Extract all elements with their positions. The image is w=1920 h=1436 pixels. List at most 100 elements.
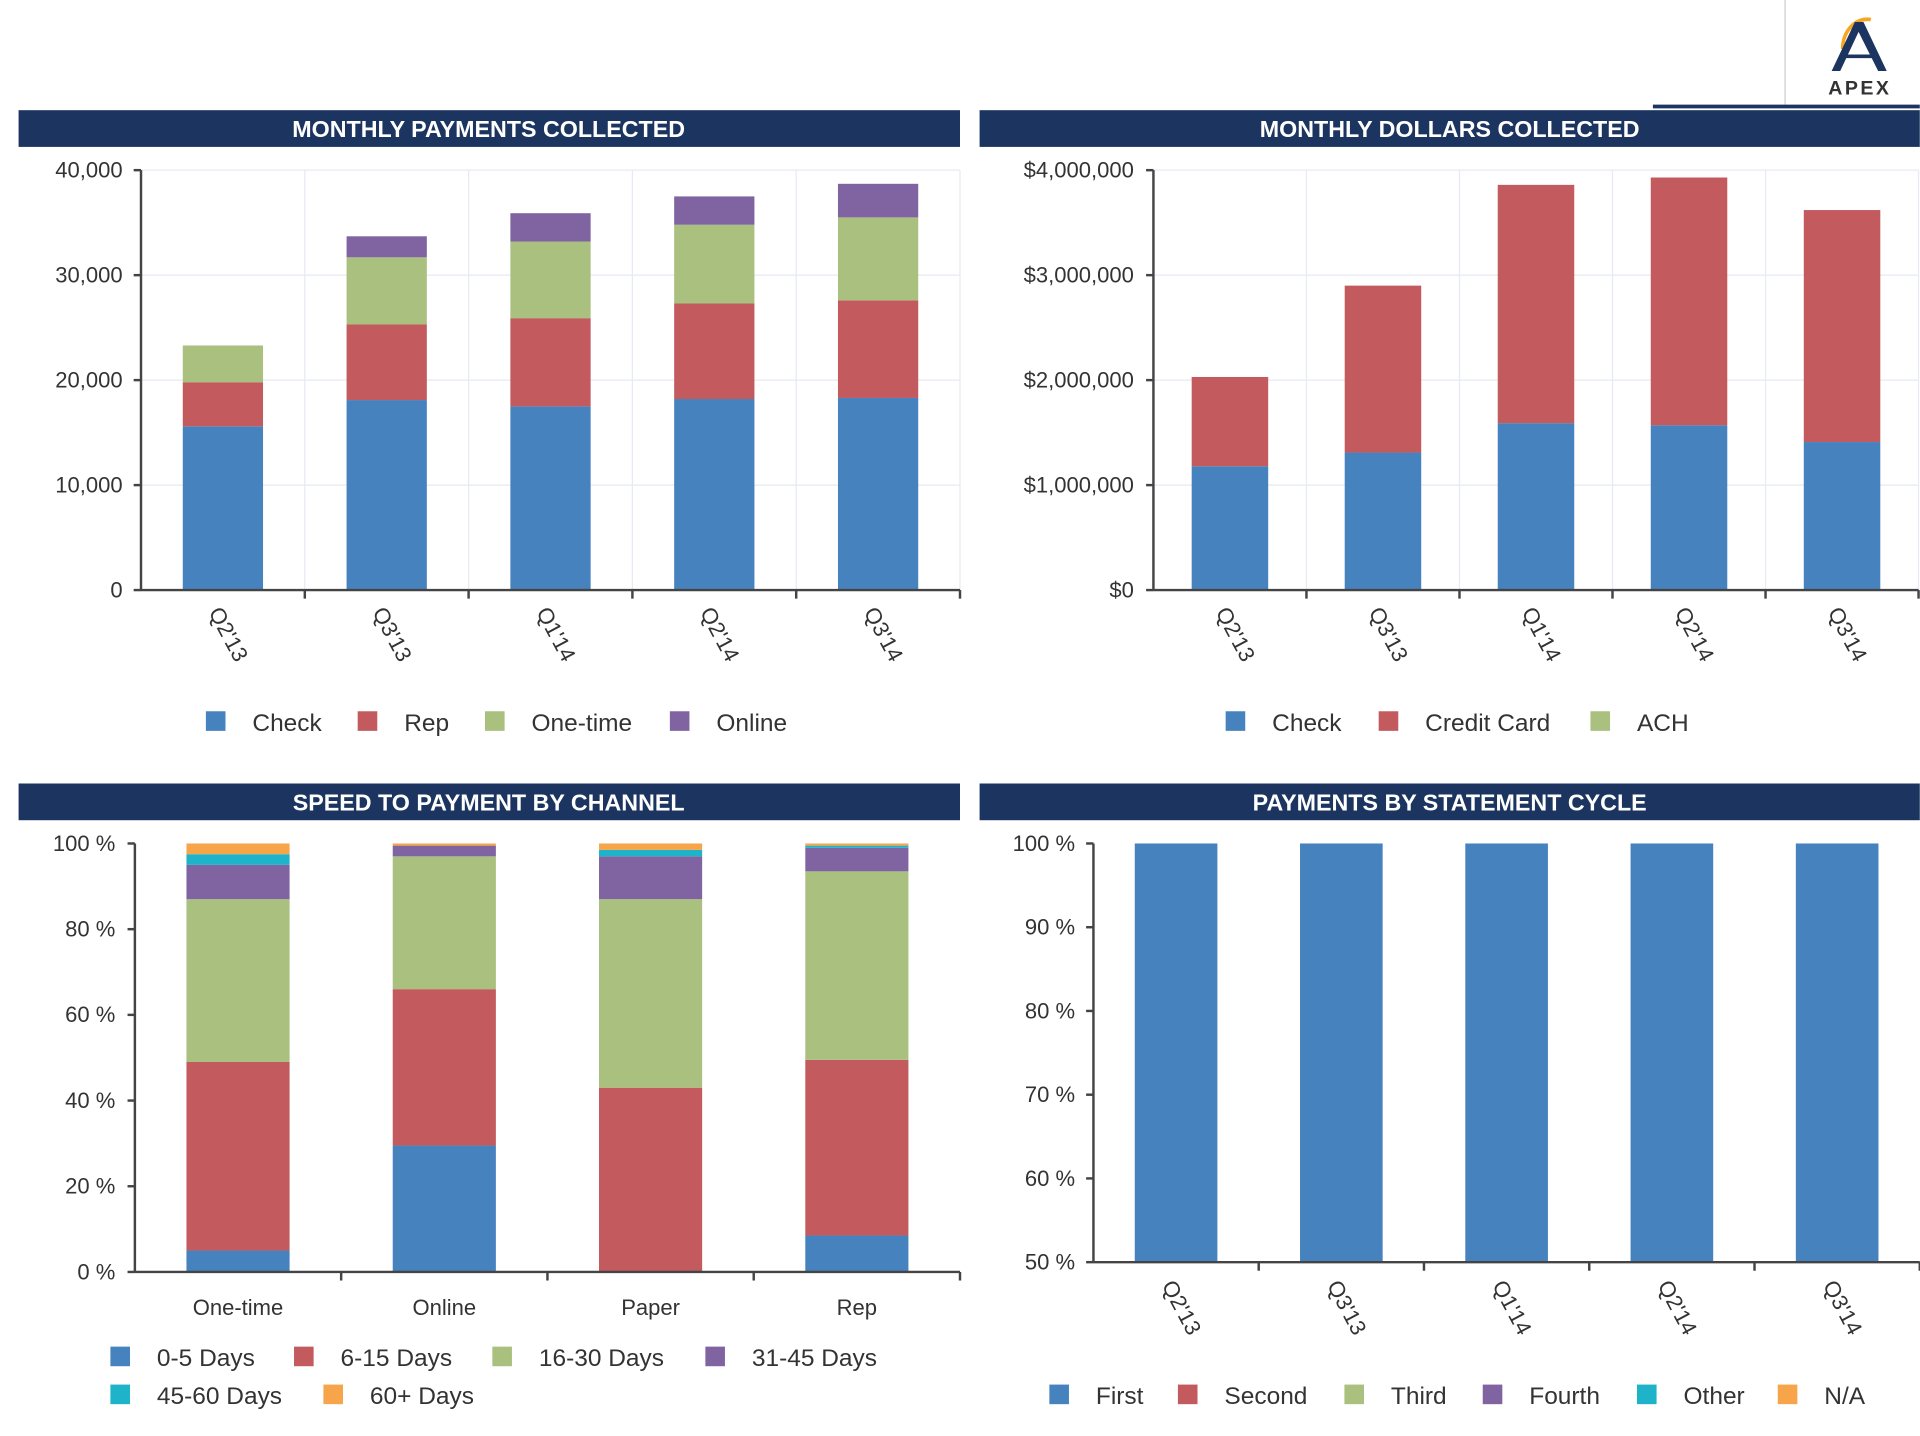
bar-segment-0-5-days: [186, 1250, 290, 1272]
bar-segment-check: [1650, 425, 1728, 591]
logo-text: APEX: [1828, 77, 1891, 99]
legend-item: First: [1049, 1383, 1144, 1410]
header-bar: [18, 783, 960, 821]
bar-segment-check: [1497, 423, 1575, 591]
legend-item: 31-45 Days: [705, 1345, 877, 1372]
bar-segment-6-15-days: [392, 989, 496, 1146]
bar-segment-one-time: [182, 345, 264, 383]
bar-segment-16-30-days: [186, 899, 290, 1063]
bar-segment-0-5-days: [392, 1145, 496, 1272]
legend-swatch: [492, 1346, 512, 1367]
bar-segment-online: [837, 183, 919, 218]
y-tick-label: $1,000,000: [1024, 472, 1134, 497]
legend-item: ACH: [1590, 710, 1689, 737]
legend-swatch: [485, 711, 505, 731]
bar-segment-rep: [674, 303, 755, 400]
x-tick-label: Rep: [837, 1295, 877, 1320]
legend-label: Fourth: [1529, 1383, 1600, 1410]
y-tick-label: 0 %: [77, 1259, 115, 1284]
legend-swatch: [1344, 1384, 1364, 1405]
y-tick-label: 30,000: [55, 262, 122, 287]
legend-label: Check: [252, 710, 322, 737]
x-tick-label: Q1'14: [1488, 1276, 1537, 1339]
bar-segment-check: [837, 397, 919, 591]
bar-segment-45-60-days: [186, 854, 290, 865]
bar-segment-one-time: [346, 257, 427, 325]
panel-dollars: MONTHLY DOLLARS COLLECTED $0 $1,000,000 $2…: [979, 110, 1920, 737]
bar-segment-16-30-days: [599, 899, 703, 1088]
bar-segment-online: [674, 196, 755, 225]
bar-segment-rep: [510, 318, 591, 407]
header-bar: [18, 110, 960, 147]
y-tick-label: 90 %: [1025, 915, 1075, 940]
legend-swatch: [357, 711, 378, 731]
y-tick-label: 60 %: [65, 1002, 115, 1027]
bar-segment-31-45-days: [392, 845, 496, 857]
legend-item: Check: [1225, 710, 1342, 737]
bar-segment-one-time: [510, 241, 591, 319]
bar-segment-rep: [182, 382, 264, 427]
bar-segment-check: [510, 406, 591, 591]
x-tick-label: Q2'13: [1157, 1276, 1206, 1339]
legend-item: Fourth: [1482, 1383, 1600, 1410]
y-tick-label: 100 %: [53, 831, 115, 856]
y-tick-label: 60 %: [1025, 1166, 1075, 1191]
y-tick-label: $2,000,000: [1024, 367, 1134, 392]
legend-label: 45-60 Days: [157, 1383, 282, 1410]
legend-label: First: [1096, 1383, 1144, 1410]
bar-segment-check: [1191, 466, 1269, 591]
x-tick-label: Q2'14: [1670, 603, 1719, 666]
legend-swatch: [1590, 711, 1611, 731]
bar-segment-0-5-days: [805, 1235, 909, 1272]
x-tick-label: Q3'13: [1364, 603, 1413, 666]
legend-item: One-time: [485, 710, 632, 737]
legend-item: Other: [1636, 1383, 1745, 1410]
legend-swatch: [705, 1346, 725, 1367]
bar-segment-60-days: [599, 843, 703, 850]
bar-segment-31-45-days: [805, 847, 909, 872]
bar-segment-one-time: [837, 217, 919, 301]
bar-segment-credit-card: [1650, 177, 1728, 426]
legend-item: 45-60 Days: [110, 1383, 282, 1410]
legend-swatch: [1049, 1384, 1069, 1405]
bar-segment-first: [1134, 843, 1218, 1263]
bar-segment-rep: [346, 324, 427, 401]
legend-swatch: [205, 711, 226, 731]
panel-speed: SPEED TO PAYMENT BY CHANNEL 0 % 20 % 40 % 6…: [18, 783, 962, 1410]
apex-logo: APEX: [1652, 0, 1920, 109]
y-tick-label: 20 %: [65, 1174, 115, 1199]
bar-segment-credit-card: [1344, 285, 1422, 453]
x-tick-label: Q3'14: [859, 603, 908, 666]
y-tick-label: 20,000: [55, 367, 122, 392]
legend-swatch: [1177, 1384, 1198, 1405]
x-tick-label: Q3'13: [368, 603, 417, 666]
legend-label: ACH: [1637, 710, 1689, 737]
legend-label: Other: [1684, 1383, 1745, 1410]
legend-item: Rep: [357, 710, 449, 737]
legend-label: N/A: [1824, 1383, 1865, 1410]
x-tick-label: Q2'13: [1211, 603, 1260, 666]
legend-label: 0-5 Days: [157, 1345, 255, 1372]
bar-segment-45-60-days: [599, 849, 703, 857]
bar-segment-6-15-days: [805, 1059, 909, 1236]
legend-label: 60+ Days: [370, 1383, 474, 1410]
legend-label: 31-45 Days: [752, 1345, 877, 1372]
bar-segment-16-30-days: [392, 856, 496, 990]
bar-segment-first: [1795, 843, 1879, 1263]
x-tick-label: Q1'14: [1517, 603, 1566, 666]
bar-segment-check: [346, 400, 427, 591]
y-tick-label: 80 %: [65, 917, 115, 942]
logo-a-icon: [1831, 22, 1887, 72]
y-tick-label: 10,000: [55, 472, 122, 497]
header-bar: [979, 110, 1920, 147]
bar-segment-6-15-days: [186, 1062, 290, 1251]
y-tick-label: 40,000: [55, 158, 122, 183]
bar-segment-one-time: [674, 224, 755, 304]
y-tick-label: 0: [110, 577, 122, 602]
x-tick-label: Q2'14: [1653, 1276, 1702, 1339]
legend-label: Online: [716, 710, 787, 737]
legend-item: 6-15 Days: [294, 1345, 452, 1372]
panel-cycle: PAYMENTS BY STATEMENT CYCLE 50 % 60 % 70 %…: [979, 783, 1920, 1410]
bar-segment-online: [510, 213, 591, 242]
